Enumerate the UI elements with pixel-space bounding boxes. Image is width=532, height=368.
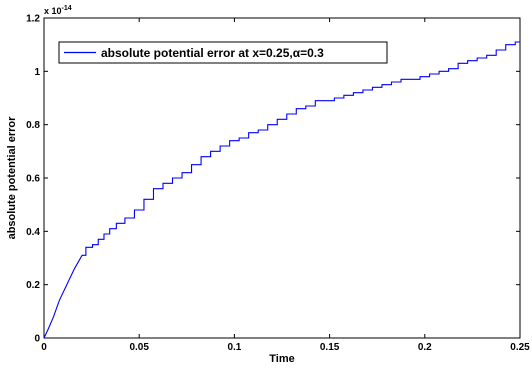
x-tick-labels: 0 0.05 0.1 0.15 0.2 0.25: [41, 342, 530, 353]
y-tick-label: 0.6: [26, 174, 40, 185]
y-tick-label: 0.2: [26, 280, 40, 291]
x-tick-label: 0.25: [510, 342, 530, 353]
y-tick-label: 0.4: [26, 227, 40, 238]
plot-area: [43, 17, 521, 339]
y-tick-labels: 0 0.2 0.4 0.6 0.8 1 1.2: [26, 14, 40, 345]
x-tick-label: 0.05: [129, 342, 149, 353]
legend: absolute potential error at x=0.25,α=0.3: [58, 41, 388, 64]
axis-ticks: [43, 17, 521, 339]
series-layer: [43, 41, 520, 339]
legend-entry-label: absolute potential error at x=0.25,α=0.3: [101, 46, 324, 60]
y-axis-label: absolute potential error: [6, 116, 18, 240]
y-tick-label: 0.8: [26, 120, 40, 131]
x-tick-label: 0.1: [227, 342, 241, 353]
y-tick-label: 0: [34, 334, 40, 345]
legend-box: [58, 41, 388, 64]
x-tick-label: 0.15: [320, 342, 340, 353]
x-tick-label: 0.2: [418, 342, 432, 353]
y-tick-label: 1.2: [26, 14, 40, 25]
x-tick-label: 0: [41, 342, 47, 353]
y-multiplier: x 10-14: [44, 5, 72, 16]
y-tick-label: 1: [34, 67, 40, 78]
x-axis-label: Time: [269, 353, 294, 365]
series-line: [43, 41, 520, 339]
